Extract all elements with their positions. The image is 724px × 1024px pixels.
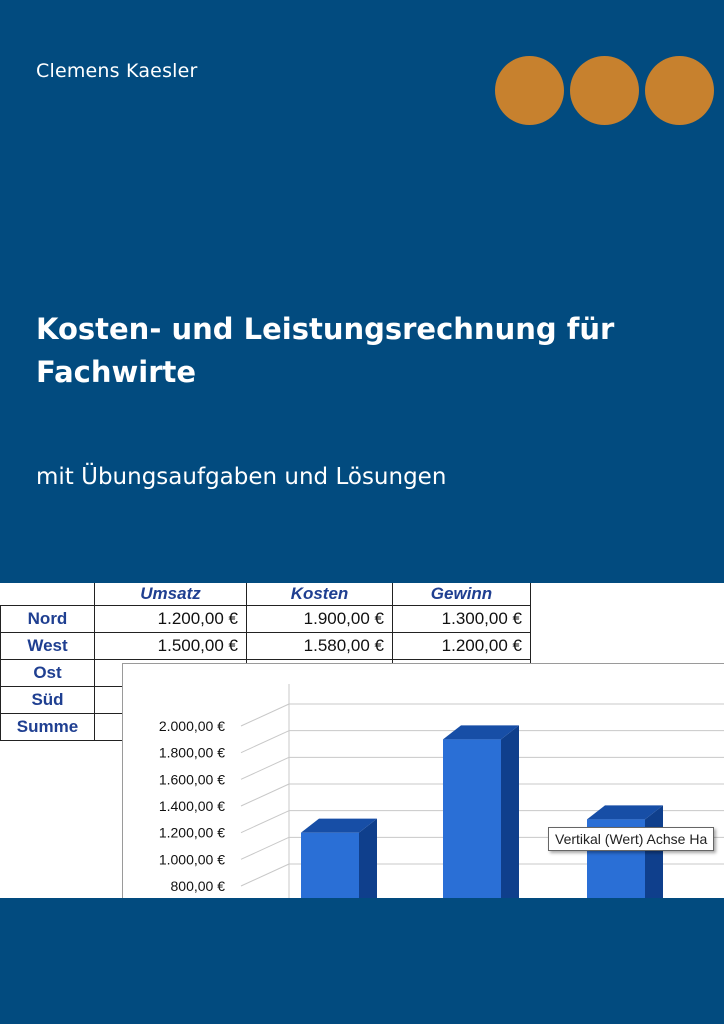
bar-top — [587, 805, 663, 820]
bar-chart: 2.000,00 € 1.800,00 € 1.600,00 € 1.400,00 €… — [159, 684, 724, 898]
table-cell: 1.500,00 € — [94, 631, 247, 660]
y-tick-label: 1.600,00 € — [159, 771, 225, 787]
grid-side-line — [240, 863, 290, 887]
table-row: West 1.500,00 € 1.580,00 € 1.200,00 € — [0, 631, 531, 660]
row-label: Süd — [0, 685, 95, 714]
bar-side — [645, 805, 663, 898]
decor-dot-3 — [645, 56, 714, 125]
column-header: Umsatz — [94, 583, 247, 606]
cover-photo: Umsatz Kosten Gewinn Nord 1.200,00 € 1.9… — [0, 583, 724, 898]
bar-side — [501, 725, 519, 898]
table-cell: 1.580,00 € — [246, 631, 393, 660]
bar-chart-panel: 2.000,00 € 1.800,00 € 1.600,00 € 1.400,00 €… — [122, 663, 724, 898]
table-corner-cell — [0, 583, 95, 606]
bar-top — [443, 725, 519, 740]
table-header-row: Umsatz Kosten Gewinn — [0, 583, 531, 606]
author-name: Clemens Kaesler — [36, 60, 198, 82]
row-label: Summe — [0, 712, 95, 741]
decor-dot-1 — [495, 56, 564, 125]
grid-side-line — [240, 836, 290, 860]
book-title: Kosten- und Leistungsrechnung für Fachwi… — [36, 308, 676, 394]
table-cell: 1.300,00 € — [392, 604, 531, 633]
table-cell: 1.200,00 € — [94, 604, 247, 633]
table-row: Nord 1.200,00 € 1.900,00 € 1.300,00 € — [0, 604, 531, 633]
decor-dot-2 — [570, 56, 639, 125]
y-tick-label: 2.000,00 € — [159, 718, 225, 734]
column-header: Gewinn — [392, 583, 531, 606]
y-tick-label: 1.800,00 € — [159, 745, 225, 761]
bar-top — [301, 818, 377, 833]
y-tick-label: 800,00 € — [171, 878, 226, 894]
table-cell: 1.200,00 € — [392, 631, 531, 660]
bar-side — [359, 818, 377, 898]
grid-side-line — [240, 810, 290, 834]
row-label: West — [0, 631, 95, 660]
axis-tooltip: Vertikal (Wert) Achse Ha — [548, 827, 715, 851]
grid-side-line — [240, 783, 290, 807]
row-label: Ost — [0, 658, 95, 687]
y-tick-label: 1.200,00 € — [159, 825, 225, 841]
bar — [301, 832, 359, 898]
y-tick-label: 1.400,00 € — [159, 798, 225, 814]
row-label: Nord — [0, 604, 95, 633]
y-tick-label: 1.000,00 € — [159, 851, 225, 867]
bar — [443, 739, 501, 898]
table-cell: 1.900,00 € — [246, 604, 393, 633]
title-line-1: Kosten- und Leistungsrechnung für — [36, 312, 615, 346]
column-header: Kosten — [246, 583, 393, 606]
grid-side-line — [240, 730, 290, 754]
title-line-2: Fachwirte — [36, 355, 197, 389]
book-subtitle: mit Übungsaufgaben und Lösungen — [36, 464, 447, 490]
grid-side-line — [240, 756, 290, 780]
grid-side-line — [240, 703, 290, 727]
